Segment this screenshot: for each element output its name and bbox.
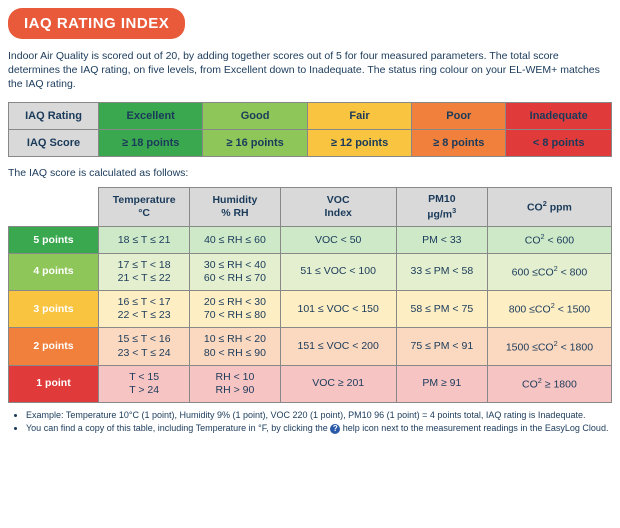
range-cell: 16 ≤ T < 1722 < T ≤ 23 (99, 291, 190, 328)
range-cell: 75 ≤ PM < 91 (396, 328, 487, 365)
empty-corner (9, 187, 99, 227)
help-icon: ? (330, 424, 340, 434)
footer-example: Example: Temperature 10°C (1 point), Hum… (26, 409, 612, 421)
range-cell: PM ≥ 91 (396, 365, 487, 402)
rating-cell: Excellent (99, 102, 203, 129)
range-cell: 30 ≤ RH < 4060 < RH ≤ 70 (190, 253, 280, 290)
range-cell: 15 ≤ T < 1623 < T ≤ 24 (99, 328, 190, 365)
rating-cell: Good (203, 102, 307, 129)
score-row: IAQ Score ≥ 18 points ≥ 16 points ≥ 12 p… (9, 129, 612, 156)
score-row-label: IAQ Score (9, 129, 99, 156)
range-cell: 800 ≤CO2 < 1500 (487, 291, 611, 328)
range-cell: RH < 10RH > 90 (190, 365, 280, 402)
range-cell: 600 ≤CO2 < 800 (487, 253, 611, 290)
range-cell: VOC ≥ 201 (280, 365, 396, 402)
rating-table: IAQ Rating Excellent Good Fair Poor Inad… (8, 102, 612, 157)
footer-help: You can find a copy of this table, inclu… (26, 422, 612, 434)
points-label: 1 point (9, 365, 99, 402)
range-cell: 58 ≤ PM < 75 (396, 291, 487, 328)
range-cell: 10 ≤ RH < 2080 < RH ≤ 90 (190, 328, 280, 365)
rating-cell: Poor (412, 102, 506, 129)
score-cell: ≥ 18 points (99, 129, 203, 156)
range-cell: CO2 < 600 (487, 227, 611, 254)
range-cell: 18 ≤ T ≤ 21 (99, 227, 190, 254)
range-cell: T < 15T > 24 (99, 365, 190, 402)
col-temp: Temperature°C (99, 187, 190, 227)
range-cell: 151 ≤ VOC < 200 (280, 328, 396, 365)
col-voc: VOCIndex (280, 187, 396, 227)
score-cell: < 8 points (506, 129, 612, 156)
page-title: IAQ RATING INDEX (8, 8, 185, 39)
range-cell: 51 ≤ VOC < 100 (280, 253, 396, 290)
range-cell: CO2 ≥ 1800 (487, 365, 611, 402)
range-cell: PM < 33 (396, 227, 487, 254)
range-cell: 40 ≤ RH ≤ 60 (190, 227, 280, 254)
table-row: 3 points16 ≤ T < 1722 < T ≤ 2320 ≤ RH < … (9, 291, 612, 328)
footer-notes: Example: Temperature 10°C (1 point), Hum… (8, 403, 612, 434)
rating-cell: Inadequate (506, 102, 612, 129)
score-table: Temperature°C Humidity% RH VOCIndex PM10… (8, 187, 612, 403)
rating-row: IAQ Rating Excellent Good Fair Poor Inad… (9, 102, 612, 129)
range-cell: 33 ≤ PM < 58 (396, 253, 487, 290)
points-label: 2 points (9, 328, 99, 365)
rating-row-label: IAQ Rating (9, 102, 99, 129)
range-cell: VOC < 50 (280, 227, 396, 254)
table-row: 1 pointT < 15T > 24RH < 10RH > 90VOC ≥ 2… (9, 365, 612, 402)
sub-text: The IAQ score is calculated as follows: (8, 167, 612, 179)
score-cell: ≥ 12 points (307, 129, 411, 156)
range-cell: 1500 ≤CO2 < 1800 (487, 328, 611, 365)
table-row: 2 points15 ≤ T < 1623 < T ≤ 2410 ≤ RH < … (9, 328, 612, 365)
points-label: 3 points (9, 291, 99, 328)
table-row: 5 points18 ≤ T ≤ 2140 ≤ RH ≤ 60VOC < 50P… (9, 227, 612, 254)
score-cell: ≥ 16 points (203, 129, 307, 156)
range-cell: 17 ≤ T < 1821 < T ≤ 22 (99, 253, 190, 290)
range-cell: 101 ≤ VOC < 150 (280, 291, 396, 328)
rating-cell: Fair (307, 102, 411, 129)
col-co2: CO2 ppm (487, 187, 611, 227)
points-label: 5 points (9, 227, 99, 254)
points-label: 4 points (9, 253, 99, 290)
range-cell: 20 ≤ RH < 3070 < RH ≤ 80 (190, 291, 280, 328)
score-cell: ≥ 8 points (412, 129, 506, 156)
intro-text: Indoor Air Quality is scored out of 20, … (8, 49, 612, 92)
col-pm10: PM10µg/m3 (396, 187, 487, 227)
table-row: 4 points17 ≤ T < 1821 < T ≤ 2230 ≤ RH < … (9, 253, 612, 290)
col-hum: Humidity% RH (190, 187, 280, 227)
